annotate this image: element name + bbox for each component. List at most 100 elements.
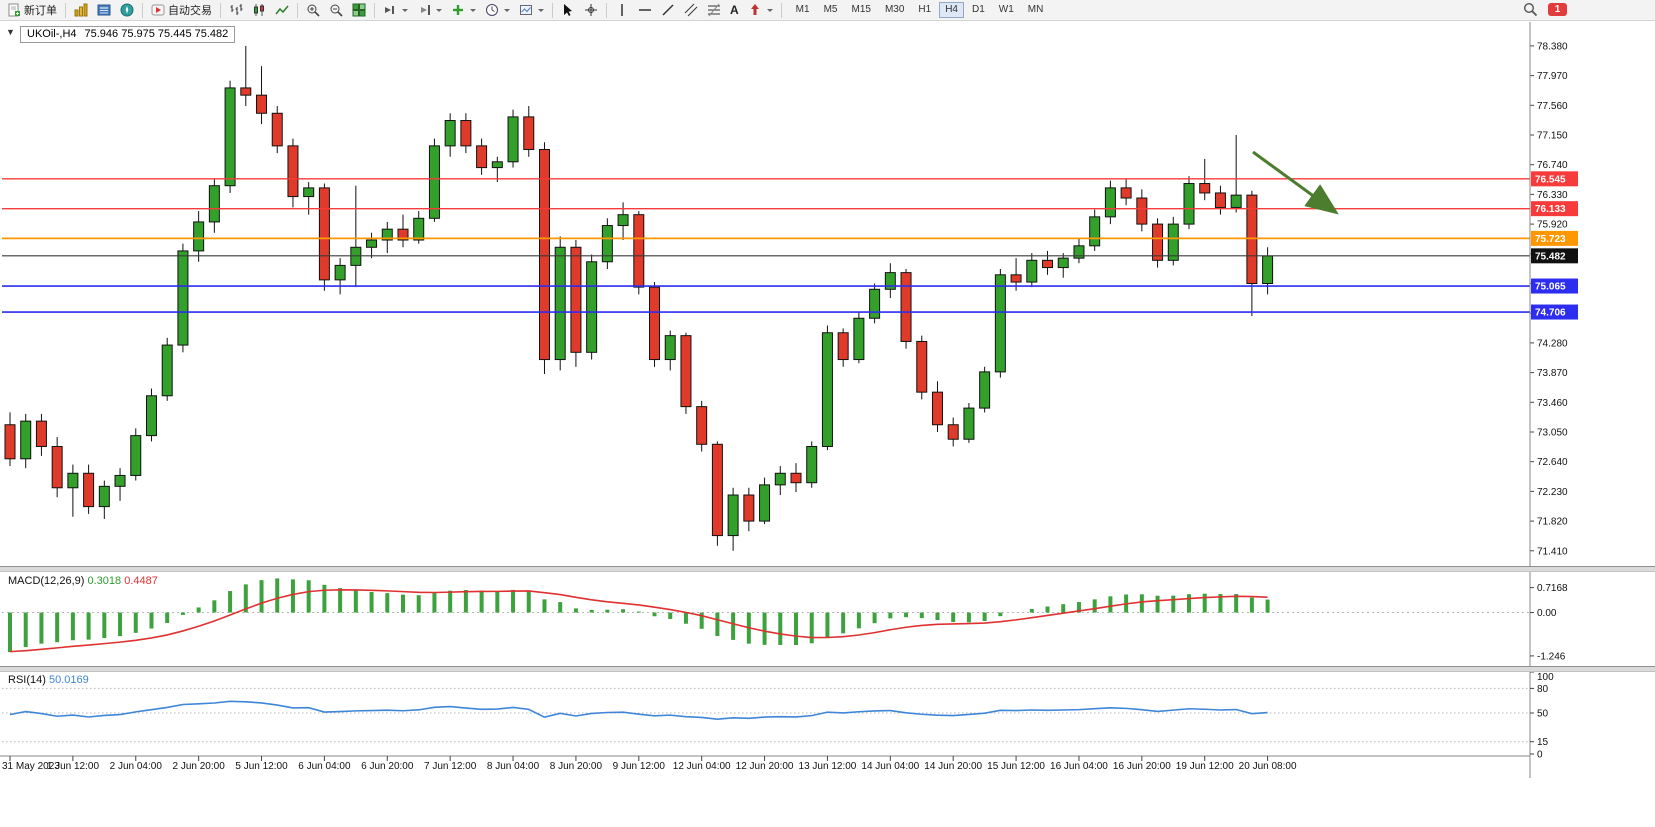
timeframe-h4[interactable]: H4 [939, 2, 964, 18]
svg-text:0: 0 [1537, 750, 1543, 761]
zoom-out-icon [330, 4, 343, 17]
search-icon[interactable] [1523, 2, 1538, 17]
svg-text:80: 80 [1537, 684, 1549, 695]
chart-title-dropdown-icon[interactable]: ▼ [6, 27, 15, 37]
candlestick-chart-button[interactable] [248, 1, 270, 19]
timeframe-m1[interactable]: M1 [795, 4, 810, 15]
timeframe-h1[interactable]: H1 [918, 4, 932, 15]
dropdown-caret [436, 8, 442, 12]
svg-text:15: 15 [1537, 737, 1549, 748]
crosshair-button[interactable] [580, 1, 602, 19]
line-chart-icon [275, 5, 289, 15]
svg-text:74.280: 74.280 [1537, 338, 1568, 349]
add-indicator-button[interactable] [447, 1, 480, 19]
fibonacci-button[interactable] [703, 1, 725, 19]
text-tool-button[interactable]: A [726, 1, 743, 19]
new-order-button[interactable]: 新订单 [3, 1, 61, 19]
annotation-arrow[interactable] [1252, 150, 1339, 215]
add-indicator-icon [453, 5, 463, 15]
chart-title-ohlc: 75.946 75.975 75.445 75.482 [84, 28, 229, 40]
market-watch-button[interactable] [70, 1, 92, 19]
zoom-out-button[interactable] [325, 1, 347, 19]
horizontal-line-button[interactable] [634, 1, 656, 19]
zoom-in-button[interactable] [302, 1, 324, 19]
market-watch-icon [74, 3, 88, 17]
trendline-icon [662, 4, 674, 16]
templates-button[interactable] [515, 1, 548, 19]
trendline-button[interactable] [657, 1, 679, 19]
vertical-line-button[interactable] [611, 1, 633, 19]
new-order-icon [8, 3, 20, 17]
timeframe-w1[interactable]: W1 [998, 4, 1014, 15]
timeframe-m15[interactable]: M15 [851, 4, 871, 15]
svg-text:75.920: 75.920 [1537, 220, 1568, 231]
svg-text:14 Jun 04:00: 14 Jun 04:00 [861, 761, 919, 772]
panel-splitter-macd[interactable] [0, 566, 1655, 572]
tile-windows-icon [352, 3, 366, 17]
svg-text:20 Jun 08:00: 20 Jun 08:00 [1239, 761, 1297, 772]
toolbar-right-group: 1 [1523, 2, 1567, 17]
dropdown-caret [470, 8, 476, 12]
bar-chart-icon [230, 4, 243, 15]
svg-text:8 Jun 04:00: 8 Jun 04:00 [487, 761, 540, 772]
svg-text:8 Jun 20:00: 8 Jun 20:00 [550, 761, 603, 772]
periods-button[interactable] [481, 1, 514, 19]
timeframe-group: M1 M5 M15 M30 H1 H4 D1 W1 MN [790, 2, 1050, 18]
svg-text:0.7168: 0.7168 [1537, 583, 1568, 594]
chart-shift-button[interactable] [413, 1, 446, 19]
rsi-indicator-label: RSI(14) 50.0169 [8, 674, 89, 686]
toolbar: 新订单 自动交易 [0, 0, 1655, 21]
line-chart-button[interactable] [271, 1, 293, 19]
rsi-name: RSI(14) [8, 674, 46, 686]
svg-text:74.706: 74.706 [1535, 308, 1566, 319]
vertical-line-icon [621, 4, 623, 16]
svg-text:50: 50 [1537, 709, 1549, 720]
svg-text:75.482: 75.482 [1535, 251, 1566, 262]
toolbar-separator [780, 2, 782, 18]
dropdown-caret [504, 8, 510, 12]
dropdown-caret [766, 8, 773, 12]
svg-text:15 Jun 12:00: 15 Jun 12:00 [987, 761, 1045, 772]
bar-chart-button[interactable] [225, 1, 247, 19]
svg-text:75.065: 75.065 [1535, 282, 1566, 293]
autotrading-button[interactable]: 自动交易 [147, 1, 216, 19]
arrows-button[interactable] [744, 1, 777, 19]
timeframe-m5[interactable]: M5 [823, 4, 838, 15]
toolbar-separator [65, 2, 66, 18]
svg-text:7 Jun 12:00: 7 Jun 12:00 [424, 761, 477, 772]
svg-text:76.545: 76.545 [1535, 174, 1566, 185]
svg-text:12 Jun 04:00: 12 Jun 04:00 [673, 761, 731, 772]
price-tag-76.545 [1531, 171, 1578, 187]
equidistant-channel-button[interactable] [680, 1, 702, 19]
notifications-badge[interactable]: 1 [1548, 3, 1567, 16]
panel-splitter-rsi[interactable] [0, 666, 1655, 672]
svg-text:76.740: 76.740 [1537, 160, 1568, 171]
cursor-button[interactable] [557, 1, 579, 19]
svg-text:6 Jun 20:00: 6 Jun 20:00 [361, 761, 414, 772]
navigator-icon [120, 3, 134, 17]
svg-text:72.640: 72.640 [1537, 457, 1568, 468]
svg-text:77.560: 77.560 [1537, 101, 1568, 112]
svg-text:76.330: 76.330 [1537, 190, 1568, 201]
svg-text:78.380: 78.380 [1537, 41, 1568, 52]
svg-text:13 Jun 12:00: 13 Jun 12:00 [799, 761, 857, 772]
svg-text:73.460: 73.460 [1537, 398, 1568, 409]
auto-scroll-button[interactable] [379, 1, 412, 19]
svg-text:19 Jun 12:00: 19 Jun 12:00 [1176, 761, 1234, 772]
navigator-button[interactable] [116, 1, 138, 19]
timeframe-d1[interactable]: D1 [971, 4, 985, 15]
svg-text:73.870: 73.870 [1537, 368, 1568, 379]
rsi-line [9, 700, 1268, 720]
tile-windows-button[interactable] [348, 1, 370, 19]
level-lines[interactable] [2, 178, 1530, 313]
data-window-button[interactable] [93, 1, 115, 19]
timeframe-m30[interactable]: M30 [884, 4, 905, 15]
timeframe-mn[interactable]: MN [1027, 4, 1044, 15]
svg-text:72.230: 72.230 [1537, 487, 1568, 498]
svg-text:6 Jun 04:00: 6 Jun 04:00 [298, 761, 351, 772]
toolbar-separator [606, 2, 607, 18]
svg-text:14 Jun 20:00: 14 Jun 20:00 [924, 761, 982, 772]
new-order-label: 新订单 [24, 5, 57, 17]
